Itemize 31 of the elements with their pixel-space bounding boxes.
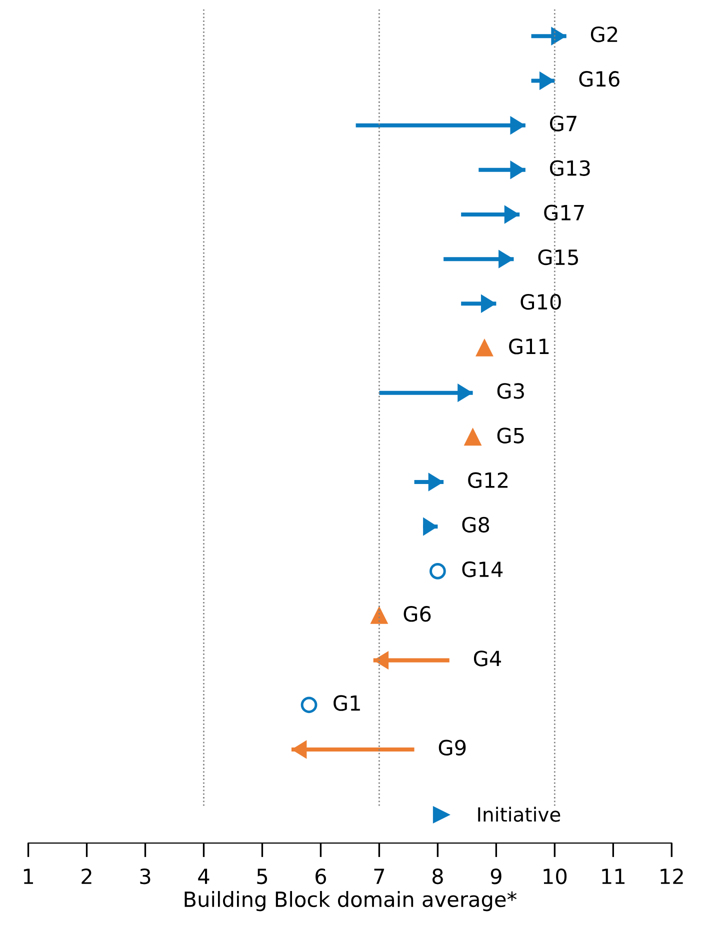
y-tick-label: G1: [334, 695, 360, 711]
x-tick-label: 11: [602, 868, 624, 884]
y-tick-label: G13: [550, 160, 590, 176]
y-tick-label: G8: [462, 516, 490, 533]
y-tick-label: G16: [579, 71, 620, 87]
y-tick-label: G5: [497, 428, 524, 444]
y-tick-label: G7: [550, 116, 576, 132]
x-tick-label: 4: [198, 868, 210, 884]
x-tick-label: 8: [432, 868, 443, 884]
y-tick-label: G6: [404, 606, 431, 622]
x-axis-title: Building Block domain average*: [184, 891, 517, 912]
y-tick-label: G11: [509, 338, 549, 354]
y-tick-label: G15: [538, 249, 578, 266]
y-tick-label: G12: [468, 472, 508, 488]
legend-label: Initiative: [478, 806, 560, 822]
y-tick-label: G2: [590, 26, 618, 42]
y-tick-label: G10: [520, 294, 561, 310]
y-tick-label: G4: [474, 650, 502, 666]
y-tick-label: G3: [497, 383, 524, 399]
x-tick-label: 3: [140, 868, 150, 884]
x-tick-label: 12: [660, 868, 683, 884]
y-tick-label: G17: [544, 204, 584, 221]
x-tick-label: 2: [82, 868, 92, 884]
y-tick-label: G9: [438, 740, 466, 756]
x-tick-label: 10: [544, 868, 567, 884]
x-tick-label: 7: [374, 868, 384, 884]
y-tick-label: G14: [462, 561, 503, 578]
x-tick-label: 9: [490, 868, 502, 884]
x-tick-label: 5: [257, 868, 268, 884]
x-tick-label: 1: [24, 868, 33, 884]
x-tick-label: 6: [316, 868, 326, 884]
